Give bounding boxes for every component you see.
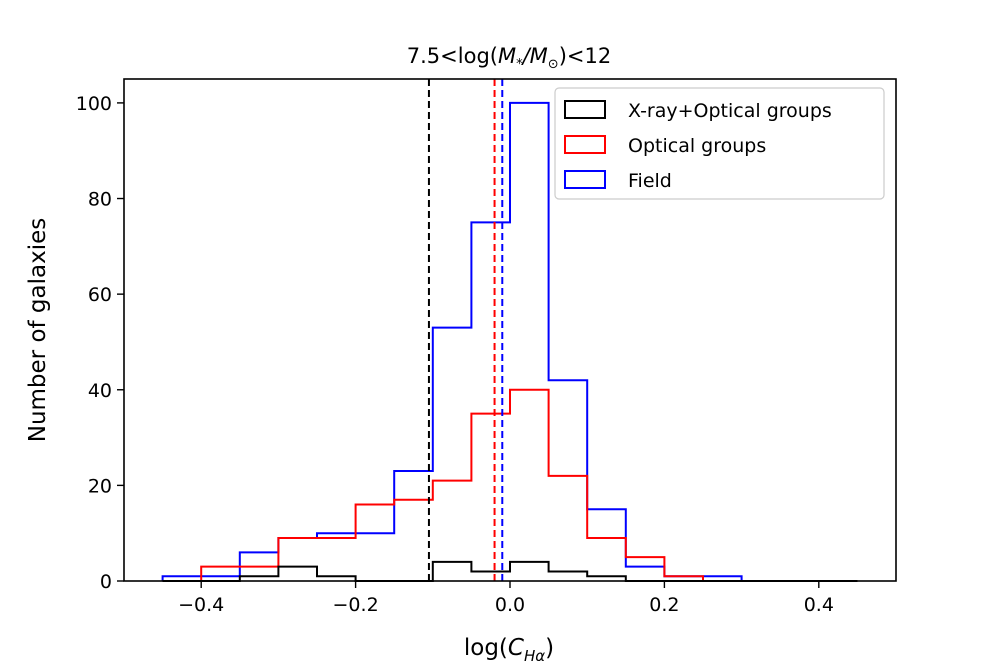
- legend-swatch: [564, 100, 606, 119]
- chart-title: 7.5<log(M*/M⊙)<12: [407, 44, 611, 72]
- legend: X-ray+Optical groups Optical groups Field: [554, 87, 885, 200]
- y-tick-label: 60: [88, 284, 112, 306]
- legend-swatch: [564, 135, 606, 154]
- x-tick-label: 0.2: [649, 594, 679, 616]
- histogram-step-1: [162, 388, 858, 582]
- x-tick-label: −0.2: [333, 594, 379, 616]
- legend-box: [554, 87, 885, 200]
- legend-label: Optical groups: [628, 135, 766, 157]
- y-tick-label: 40: [88, 380, 112, 402]
- plot-area: −0.4 −0.2 0.0 0.2 0.4 0 20 40 60 80 100: [76, 78, 897, 616]
- y-tick-label: 20: [88, 475, 112, 497]
- legend-label: Field: [628, 170, 672, 192]
- y-tick-label: 100: [76, 93, 112, 115]
- legend-swatch: [564, 170, 606, 189]
- x-tick-label: 0.4: [804, 594, 834, 616]
- x-axis-label: log(CHα): [464, 635, 554, 664]
- y-axis-label: Number of galaxies: [25, 218, 51, 443]
- x-tick-label: −0.4: [178, 594, 224, 616]
- x-tick-label: 0.0: [495, 594, 525, 616]
- histogram-step-0: [162, 560, 858, 582]
- y-tick-label: 80: [88, 189, 112, 211]
- legend-label: X-ray+Optical groups: [628, 100, 832, 122]
- y-tick-label: 0: [100, 571, 112, 593]
